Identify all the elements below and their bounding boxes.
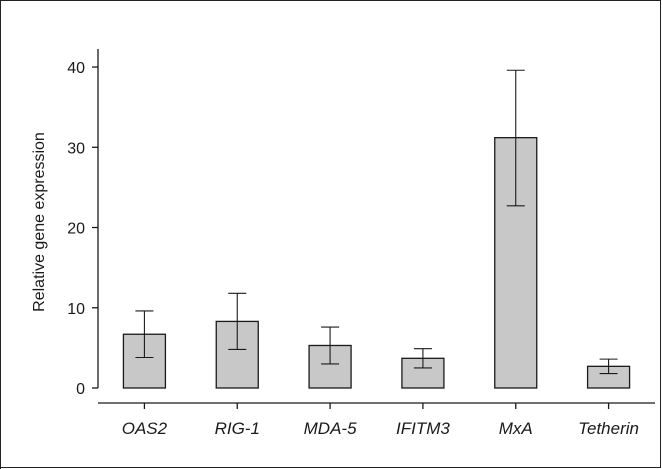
bars (122, 137, 631, 389)
frame-top-border (0, 0, 661, 1)
y-tick-label-40: 40 (67, 60, 85, 77)
y-tick-label-0: 0 (76, 381, 85, 398)
y-axis: 0 10 20 30 40 (67, 49, 99, 398)
x-tick-label-rig-1: RIG-1 (215, 419, 260, 438)
frame-left-border (0, 0, 1, 469)
x-tick-label-mda-5: MDA-5 (304, 419, 357, 438)
x-tick-label-mxa: MxA (499, 419, 533, 438)
y-axis-title: Relative gene expression (31, 132, 48, 312)
x-axis: OAS2 RIG-1 MDA-5 IFITM3 MxA Tetherin (98, 402, 655, 438)
y-tick-label-30: 30 (67, 140, 85, 157)
y-tick-label-20: 20 (67, 221, 85, 238)
y-tick-label-10: 10 (67, 301, 85, 318)
x-tick-label-ifitm3: IFITM3 (396, 419, 450, 438)
bar-rig-1 (215, 320, 259, 389)
x-tick-label-tetherin: Tetherin (578, 419, 639, 438)
x-tick-label-oas2: OAS2 (122, 419, 168, 438)
error-bars (135, 69, 618, 375)
